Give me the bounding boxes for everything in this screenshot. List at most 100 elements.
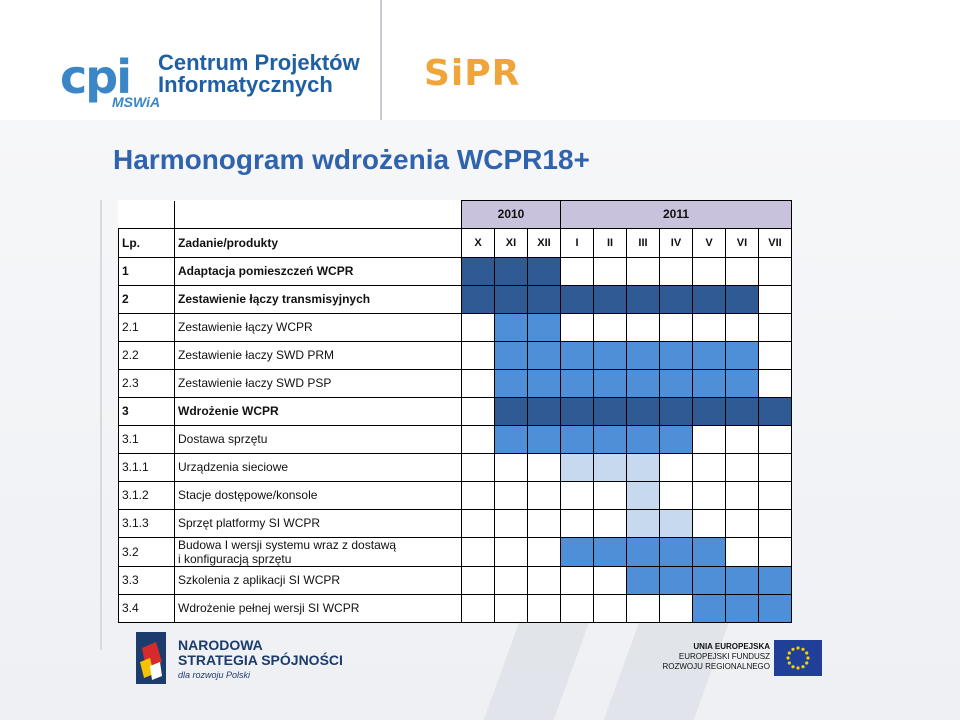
gantt-table: 2010 2011 Lp. Zadanie/produkty X XI XII I II… [118,200,792,623]
gantt-bar-cell [725,368,759,398]
gantt-bar-cell [527,396,561,426]
table-row: 3 Wdrożenie WCPR [118,396,792,426]
table-row: 3.3 Szkolenia z aplikacji SI WCPR [118,565,792,595]
gantt-bar-cell [593,368,627,398]
task-name: Zestawienie łączy WCPR [174,312,462,342]
gantt-bar-cell [527,424,561,454]
task-name: Szkolenia z aplikacji SI WCPR [174,565,462,595]
gantt-empty-cell [725,256,759,286]
gantt-bar-cell [659,284,693,314]
gantt-empty-cell [461,536,495,567]
row-number: 3.4 [118,593,175,623]
gantt-bar-cell [626,508,660,538]
task-name: Zestawienie łaczy SWD PSP [174,368,462,398]
gantt-bar-cell [725,340,759,370]
divider-line [380,0,382,120]
divider-line [100,200,102,650]
gantt-bar-cell [659,368,693,398]
task-name: Zestawienie łączy transmisyjnych [174,284,462,314]
gantt-empty-cell [461,312,495,342]
gantt-bar-cell [593,536,627,567]
gantt-empty-cell [626,593,660,623]
gantt-bar-cell [527,312,561,342]
gantt-bar-cell [527,284,561,314]
gantt-empty-cell [527,480,561,510]
gantt-empty-cell [659,452,693,482]
gantt-bar-cell [461,256,495,286]
month-header: II [593,227,627,258]
gantt-bar-cell [758,396,792,426]
table-row: 3.4 Wdrożenie pełnej wersji SI WCPR [118,593,792,623]
gantt-bar-cell [626,424,660,454]
gantt-bar-cell [560,536,594,567]
gantt-bar-cell [494,284,528,314]
gantt-empty-cell [758,424,792,454]
gantt-bar-cell [659,396,693,426]
gantt-empty-cell [725,508,759,538]
task-name: Wdrożenie pełnej wersji SI WCPR [174,593,462,623]
narodowa-strategia-logo: NARODOWA STRATEGIA SPÓJNOŚCI dla rozwoju… [136,632,343,686]
year-2010: 2010 [461,200,561,229]
table-row: 2.1 Zestawienie łączy WCPR [118,312,792,342]
table-row: 3.1.2 Stacje dostępowe/konsole [118,480,792,510]
gantt-empty-cell [527,536,561,567]
gantt-empty-cell [758,536,792,567]
gantt-bar-cell [692,396,726,426]
table-row: 3.1.3 Sprzęt platformy SI WCPR [118,508,792,538]
month-header: VII [758,227,792,258]
gantt-empty-cell [560,593,594,623]
gantt-empty-cell [461,424,495,454]
table-row: 2 Zestawienie łączy transmisyjnych [118,284,792,314]
table-row: 1 Adaptacja pomieszczeń WCPR [118,256,792,286]
eu-logo: UNIA EUROPEJSKA EUROPEJSKI FUNDUSZ ROZWO… [662,640,826,680]
gantt-bar-cell [593,424,627,454]
gantt-bar-cell [527,256,561,286]
row-number: 2.3 [118,368,175,398]
gantt-bar-cell [758,565,792,595]
gantt-empty-cell [758,452,792,482]
gantt-empty-cell [461,396,495,426]
gantt-empty-cell [758,480,792,510]
gantt-empty-cell [593,508,627,538]
gantt-bar-cell [494,256,528,286]
gantt-empty-cell [659,593,693,623]
gantt-bar-cell [692,284,726,314]
gantt-bar-cell [626,396,660,426]
gantt-empty-cell [758,312,792,342]
month-header: VI [725,227,759,258]
gantt-bar-cell [461,284,495,314]
gantt-empty-cell [494,508,528,538]
gantt-empty-cell [725,480,759,510]
gantt-bar-cell [659,340,693,370]
gantt-empty-cell [560,480,594,510]
row-number: 2 [118,284,175,314]
gantt-empty-cell [758,508,792,538]
gantt-empty-cell [725,424,759,454]
gantt-empty-cell [626,312,660,342]
gantt-empty-cell [560,256,594,286]
gantt-empty-cell [461,565,495,595]
gantt-bar-cell [659,536,693,567]
task-name: Wdrożenie WCPR [174,396,462,426]
gantt-empty-cell [725,536,759,567]
year-header-row: 2010 2011 [118,200,792,229]
gantt-empty-cell [560,312,594,342]
gantt-bar-cell [527,368,561,398]
gantt-bar-cell [626,340,660,370]
task-header: Zadanie/produkty [174,227,462,258]
eu-logo-line1: UNIA EUROPEJSKA [693,642,770,651]
cpi-logo-line2: Informatycznych [158,72,333,97]
gantt-empty-cell [527,593,561,623]
gantt-empty-cell [461,508,495,538]
gantt-bar-cell [626,480,660,510]
gantt-bar-cell [494,396,528,426]
gantt-empty-cell [659,312,693,342]
month-header: I [560,227,594,258]
task-name: Zestawienie łaczy SWD PRM [174,340,462,370]
gantt-empty-cell [758,368,792,398]
gantt-bar-cell [593,284,627,314]
row-number: 2.1 [118,312,175,342]
task-name: Dostawa sprzętu [174,424,462,454]
task-name: Budowa I wersji systemu wraz z dostawą i … [174,536,462,567]
month-header: X [461,227,495,258]
